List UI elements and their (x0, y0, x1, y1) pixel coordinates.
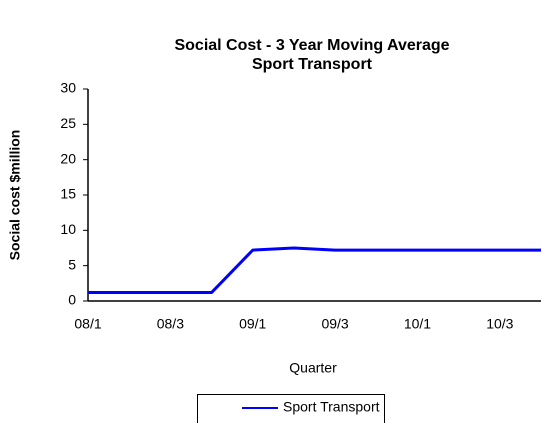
y-tick-label: 0 (68, 292, 76, 308)
y-tick-label: 25 (60, 115, 76, 131)
legend (197, 394, 385, 423)
legend-label: Sport Transport (283, 399, 380, 415)
x-tick-label: 10/3 (486, 316, 513, 332)
line (88, 246, 541, 295)
chart-subtitle: Sport Transport (252, 56, 373, 73)
y-tick-label: 20 (60, 150, 76, 166)
y-axis-title: Social cost $million (7, 130, 23, 261)
x-tick-label: 10/1 (404, 316, 431, 332)
x-tick-label: 08/1 (74, 316, 101, 332)
chart-title: Social Cost - 3 Year Moving Average (174, 37, 449, 54)
y-tick-label: 15 (60, 186, 76, 202)
x-tick-label: 09/1 (239, 316, 266, 332)
x-axis-title: Quarter (289, 360, 337, 376)
x-tick-label: 08/3 (157, 316, 184, 332)
y-tick-label: 5 (68, 256, 76, 272)
y-tick-label: 10 (60, 221, 76, 237)
y-tick-label: 30 (60, 80, 76, 96)
x-tick-label: 09/3 (321, 316, 348, 332)
